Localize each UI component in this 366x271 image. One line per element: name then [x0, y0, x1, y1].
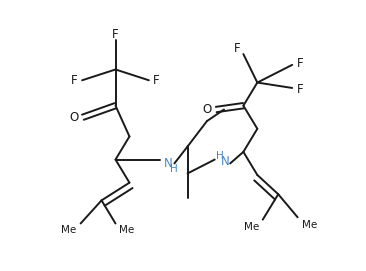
Text: F: F	[296, 83, 303, 96]
Text: Me: Me	[244, 222, 259, 232]
Text: Me: Me	[302, 220, 317, 230]
Text: O: O	[202, 103, 212, 116]
Text: O: O	[69, 111, 78, 124]
Text: F: F	[234, 42, 240, 55]
Text: N: N	[221, 155, 229, 168]
Text: N: N	[164, 157, 172, 170]
Text: F: F	[296, 57, 303, 70]
Text: H: H	[216, 151, 224, 161]
Text: F: F	[153, 74, 160, 87]
Text: H: H	[170, 164, 178, 174]
Text: Me: Me	[61, 225, 76, 235]
Text: F: F	[71, 74, 78, 87]
Text: F: F	[112, 28, 119, 41]
Text: Me: Me	[119, 225, 135, 235]
